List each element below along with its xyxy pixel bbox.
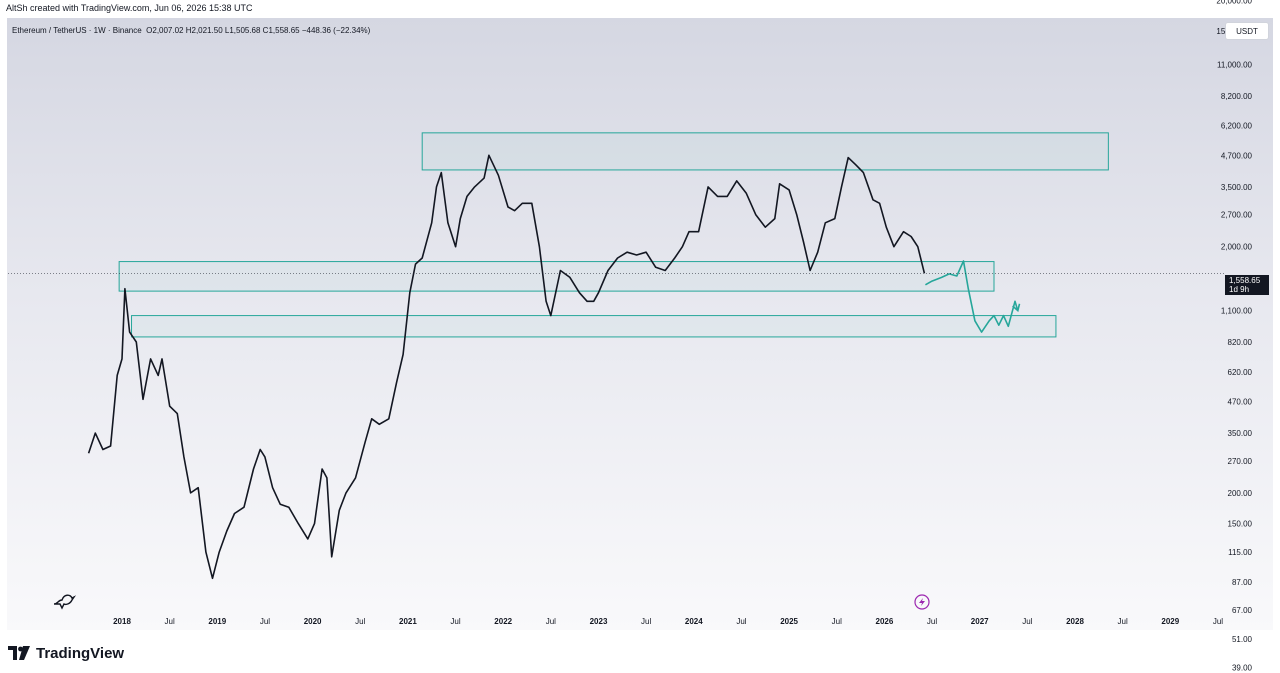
symbol-name: Ethereum / TetherUS · 1W · Binance [12,26,142,35]
x-tick-label: 2028 [1066,617,1084,626]
y-tick-label: 270.00 [1228,457,1253,466]
x-tick-label: Jul [641,617,651,626]
x-tick-label: 2020 [304,617,322,626]
tradingview-watermark-icon [53,594,77,610]
x-tick-label: 2027 [971,617,989,626]
y-tick-label: 1,100.00 [1221,307,1253,316]
x-tick-label: 2024 [685,617,703,626]
y-tick-label: 115.00 [1228,548,1252,557]
x-tick-label: Jul [1118,617,1128,626]
y-tick-label: 87.00 [1232,578,1253,587]
projection-arrowhead [1012,303,1021,313]
last-price-value: 1,558.65 [1229,276,1261,285]
brand-name: TradingView [36,644,125,662]
flash-icon [914,594,930,610]
credit-text: AltSh created with TradingView.com, Jun … [6,3,253,13]
support-resistance-zone [421,132,1109,171]
x-tick-label: Jul [260,617,270,626]
x-tick-label: 2023 [590,617,608,626]
series-layer [87,154,1021,580]
x-tick-label: 2021 [399,617,417,626]
x-tick-label: Jul [165,617,175,626]
x-tick-label: Jul [927,617,937,626]
y-tick-label: 350.00 [1228,429,1253,438]
y-tick-label: 6,200.00 [1221,122,1253,131]
y-tick-label: 150.00 [1228,520,1253,529]
y-tick-label: 2,700.00 [1221,211,1253,220]
y-tick-label: 470.00 [1228,398,1253,407]
x-axis: 2018 Jul 2019 Jul 2020 Jul 2021 Jul 2022 Jul 2023 J… [113,617,1223,626]
currency-button[interactable]: USDT [1225,22,1269,40]
y-tick-label: 51.00 [1232,635,1253,644]
projection-path [925,260,1019,333]
y-tick-label: 3,500.00 [1221,183,1253,192]
y-tick-label: 8,200.00 [1221,92,1253,101]
header-bar: AltSh created with TradingView.com, Jun … [0,0,1280,18]
x-tick-label: Jul [1213,617,1223,626]
zone-layer [118,132,1109,338]
y-tick-label: 4,700.00 [1221,151,1253,160]
x-tick-label: 2025 [780,617,798,626]
bar-countdown: 1d 9h [1229,285,1250,294]
y-tick-label: 620.00 [1228,368,1253,377]
x-tick-label: Jul [546,617,556,626]
x-tick-label: 2026 [876,617,894,626]
x-tick-label: Jul [450,617,460,626]
x-tick-label: Jul [355,617,365,626]
y-tick-label: 200.00 [1228,489,1253,498]
tradingview-logo-icon [8,646,30,660]
price-series-line [87,154,926,580]
last-price-tag: 1,558.65 1d 9h [1225,275,1269,295]
y-tick-label: 20,000.00 [1216,0,1252,5]
y-tick-label: 2,000.00 [1221,243,1253,252]
y-tick-label: 11,000.00 [1217,60,1253,69]
y-tick-label: 39.00 [1232,664,1253,673]
x-tick-label: Jul [832,617,842,626]
y-tick-label: 67.00 [1232,606,1253,615]
x-tick-label: 2029 [1161,617,1179,626]
x-tick-label: Jul [736,617,746,626]
chart-background [7,18,1273,630]
ohlc-values: O2,007.02 H2,021.50 L1,505.68 C1,558.65 … [146,26,371,35]
support-resistance-zone [131,315,1057,338]
symbol-legend: Ethereum / TetherUS · 1W · Binance O2,00… [12,26,370,35]
x-tick-label: Jul [1022,617,1032,626]
footer-brand[interactable]: TradingView [8,642,124,664]
y-axis: 26,000.0020,000.0015,000.0011,000.008,20… [1216,0,1252,673]
x-tick-label: 2018 [113,617,131,626]
x-tick-label: 2022 [494,617,512,626]
y-tick-label: 820.00 [1228,338,1253,347]
x-tick-label: 2019 [208,617,226,626]
